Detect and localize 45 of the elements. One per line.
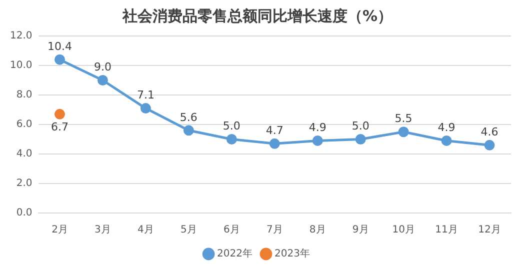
y-tick-label: 4.0: [16, 148, 32, 160]
x-tick-label: 5月: [180, 224, 197, 236]
point: [312, 135, 323, 146]
point: [140, 103, 151, 114]
data-label: 9.0: [94, 60, 112, 74]
data-label: 4.7: [266, 124, 284, 138]
legend-label: 2022年: [217, 248, 253, 260]
chart-title: 社会消费品零售总额同比增长速度（%）: [121, 6, 393, 25]
point: [183, 125, 194, 136]
data-label: 4.6: [480, 126, 498, 139]
point: [398, 126, 409, 138]
y-tick-label: 12.0: [10, 30, 32, 42]
point: [226, 134, 237, 144]
x-tick-label: 12月: [478, 224, 501, 236]
point: [355, 134, 366, 144]
x-tick-label: 10月: [392, 224, 415, 236]
y-tick-label: 8.0: [16, 90, 32, 101]
x-tick-label: 4月: [138, 224, 154, 236]
point: [54, 54, 66, 65]
point: [269, 138, 280, 149]
y-tick-label: 6.0: [16, 119, 32, 130]
data-label: 4.9: [308, 121, 326, 134]
x-tick-label: 9月: [352, 224, 369, 236]
data-label: 5.0: [352, 120, 370, 133]
data-label: 5.0: [222, 120, 240, 133]
x-tick-label: 6月: [223, 224, 240, 236]
data-label: 10.4: [48, 40, 72, 53]
point: [484, 140, 495, 150]
point: [54, 108, 66, 120]
x-tick-label: 11月: [435, 224, 458, 236]
x-tick-label: 8月: [309, 224, 326, 236]
data-label: 4.9: [438, 121, 456, 134]
x-tick-label: 3月: [94, 224, 111, 236]
y-tick-label: 10.0: [10, 60, 32, 72]
data-label: 5.6: [180, 110, 198, 124]
point: [97, 75, 108, 86]
legend-label: 2023年: [274, 248, 310, 260]
data-label: 7.1: [136, 88, 154, 102]
x-tick-label: 7月: [266, 224, 283, 236]
point: [441, 135, 452, 146]
y-tick-label: 0.0: [16, 208, 32, 219]
y-tick-label: 2.0: [16, 178, 32, 190]
data-label: 6.7: [51, 120, 69, 134]
x-tick-label: 2月: [52, 224, 68, 236]
data-label: 5.5: [394, 112, 412, 126]
